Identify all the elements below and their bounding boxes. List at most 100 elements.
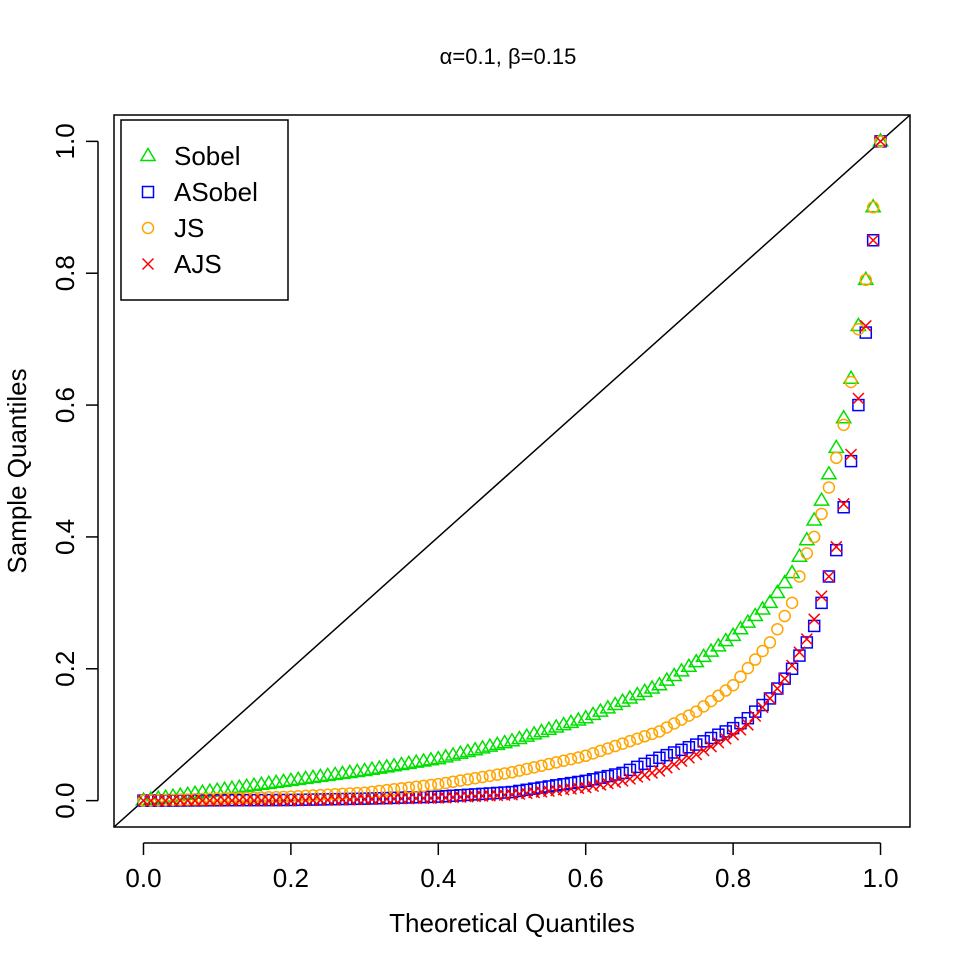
- data-point: [800, 636, 814, 649]
- data-point: [682, 709, 696, 722]
- data-point: [535, 759, 548, 772]
- data-point: [800, 633, 813, 646]
- data-point: [395, 782, 408, 795]
- data-point: [658, 671, 676, 686]
- series-sobel: [135, 132, 889, 806]
- data-point: [432, 777, 445, 791]
- data-point: [579, 774, 592, 788]
- data-point: [837, 418, 850, 432]
- data-point: [857, 270, 875, 286]
- data-point: [867, 234, 880, 247]
- data-point: [520, 762, 533, 776]
- data-point: [726, 679, 740, 692]
- data-point: [525, 725, 543, 740]
- data-point: [409, 780, 423, 793]
- data-point: [402, 781, 416, 794]
- data-point: [822, 481, 836, 494]
- data-point: [533, 723, 550, 738]
- data-point: [616, 737, 629, 750]
- data-point: [638, 768, 651, 781]
- x-axis: 0.0 0.2 0.4 0.6 0.8 1.0: [125, 842, 899, 893]
- legend-marker-asobel: [141, 185, 155, 199]
- data-point: [292, 790, 305, 803]
- plot-area: [113, 114, 911, 828]
- data-point: [874, 135, 887, 148]
- data-point: [815, 507, 828, 521]
- data-point: [748, 653, 762, 666]
- data-point: [144, 794, 158, 807]
- data-point: [822, 570, 836, 583]
- data-point: [820, 465, 838, 480]
- x-tick-label: 0.2: [273, 863, 309, 893]
- data-point: [690, 738, 703, 751]
- data-point: [483, 769, 497, 783]
- data-point: [638, 730, 651, 743]
- data-point: [518, 727, 536, 742]
- data-point: [815, 596, 828, 610]
- data-point: [827, 438, 845, 454]
- data-point: [601, 742, 615, 755]
- x-tick-label: 1.0: [862, 863, 898, 893]
- data-point: [592, 702, 609, 717]
- data-point: [564, 752, 578, 766]
- legend-marker-sobel: [139, 147, 157, 162]
- data-point: [734, 670, 747, 683]
- data-point: [768, 583, 786, 599]
- data-point: [653, 751, 666, 765]
- data-point: [277, 793, 290, 807]
- data-point: [601, 777, 614, 790]
- data-point: [673, 662, 690, 677]
- data-point: [830, 543, 843, 557]
- data-point: [660, 721, 674, 734]
- data-point: [807, 619, 821, 633]
- data-point: [166, 793, 180, 807]
- data-point: [587, 780, 600, 793]
- data-point: [557, 754, 570, 767]
- data-point: [284, 790, 298, 803]
- data-point: [387, 783, 401, 796]
- y-tick-label: 0.4: [50, 519, 80, 555]
- data-point: [594, 771, 607, 784]
- data-point: [866, 234, 880, 247]
- reference-line: [113, 114, 911, 828]
- data-point: [763, 692, 777, 705]
- data-point: [668, 758, 681, 771]
- data-point: [510, 730, 528, 745]
- data-point: [675, 713, 688, 726]
- legend-label-js: JS: [174, 213, 204, 243]
- data-point: [579, 749, 592, 763]
- data-point: [643, 679, 661, 694]
- data-point: [778, 672, 791, 685]
- legend-label-ajs: AJS: [174, 249, 222, 279]
- data-point: [505, 766, 519, 779]
- data-point: [292, 793, 305, 807]
- data-point: [704, 731, 718, 745]
- chart-title: α=0.1, β=0.15: [440, 44, 577, 69]
- legend-label-sobel: Sobel: [174, 141, 241, 171]
- data-point: [786, 659, 799, 672]
- data-point: [719, 725, 732, 738]
- data-point: [763, 692, 776, 705]
- data-point: [569, 711, 587, 726]
- legend-label-asobel: ASobel: [174, 177, 258, 207]
- data-point: [793, 570, 806, 583]
- data-point: [852, 323, 865, 336]
- data-point: [852, 392, 865, 405]
- data-point: [549, 756, 563, 769]
- legend: Sobel ASobel JS AJS: [120, 119, 289, 301]
- data-point: [513, 764, 526, 777]
- data-point: [822, 570, 835, 583]
- data-point: [837, 501, 850, 514]
- data-point: [594, 744, 607, 758]
- data-point: [645, 754, 659, 768]
- data-point: [646, 766, 659, 779]
- data-point: [704, 740, 718, 753]
- data-point: [771, 682, 784, 695]
- data-point: [807, 530, 821, 544]
- data-point: [844, 454, 858, 468]
- data-point: [299, 793, 312, 806]
- data-point: [734, 723, 747, 736]
- data-point: [572, 751, 585, 764]
- data-point: [785, 662, 799, 676]
- data-point: [621, 689, 639, 704]
